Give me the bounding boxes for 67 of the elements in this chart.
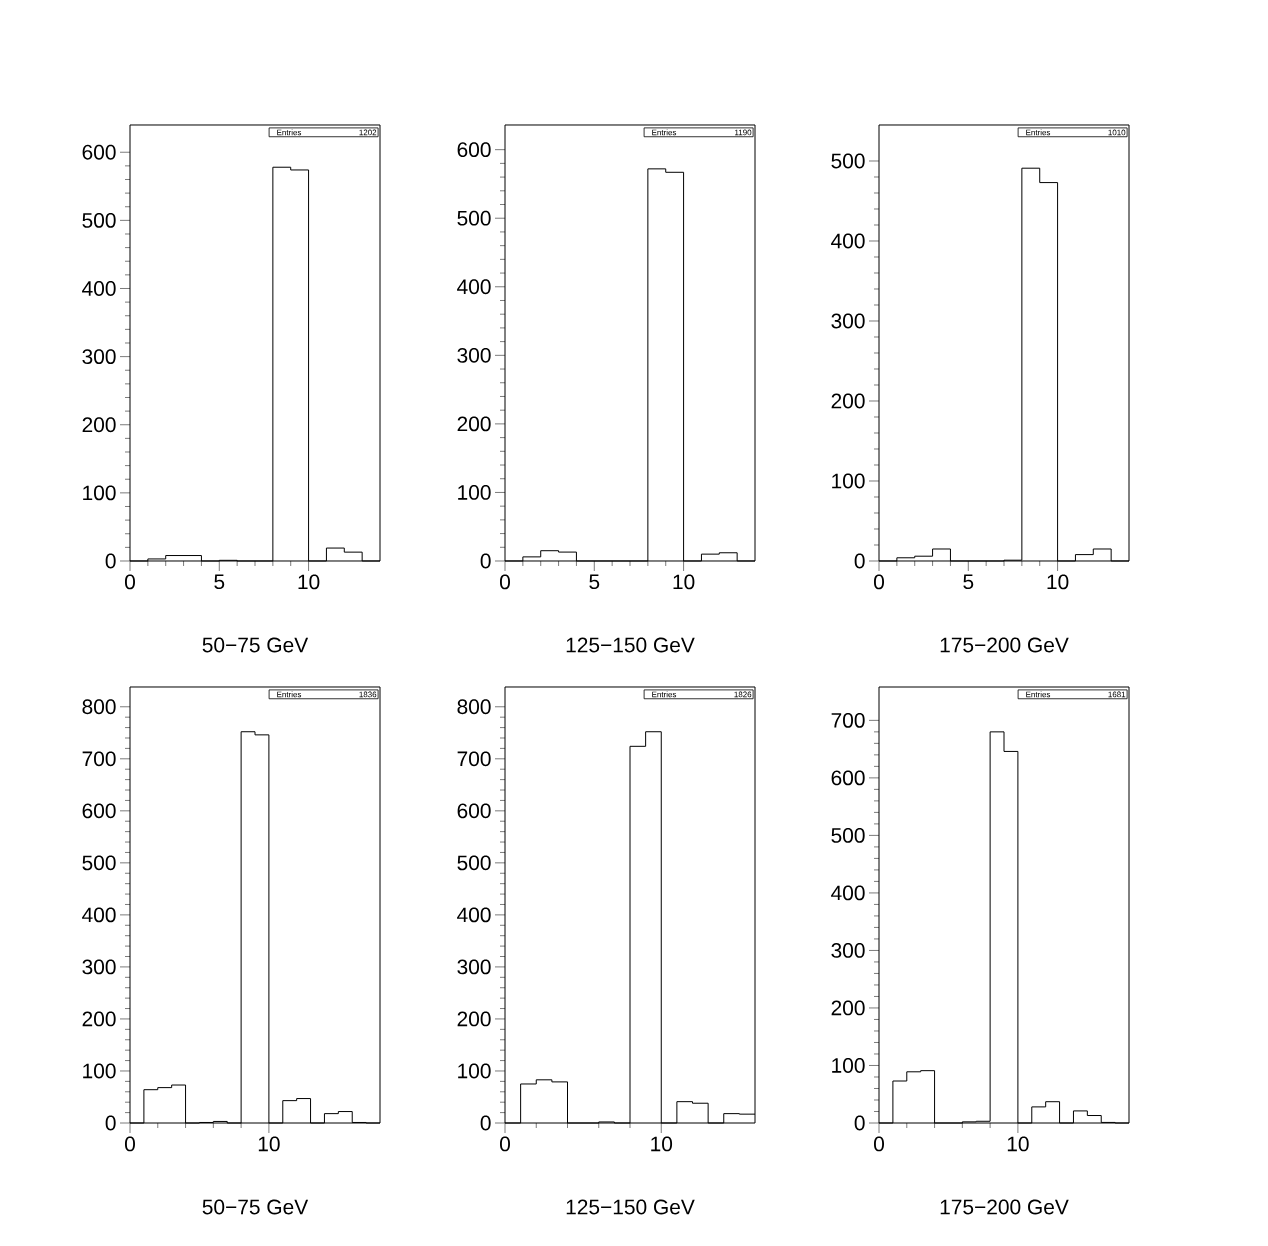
y-tick-label: 0	[480, 553, 491, 569]
y-tick-label: 100	[458, 1063, 491, 1079]
y-tick-label: 700	[82, 751, 116, 767]
y-tick-label: 100	[83, 1063, 116, 1079]
y-tick-label: 400	[82, 281, 116, 296]
y-tick-label: 0	[854, 1115, 865, 1131]
x-tick-label: 0	[125, 574, 135, 590]
y-tick-label: 500	[831, 153, 865, 169]
x-tick-label: 0	[874, 574, 885, 590]
x-tick-label: 10	[1047, 574, 1069, 590]
x-tick-label: 0	[874, 1136, 885, 1152]
y-tick-label: 300	[831, 313, 865, 329]
x-axis-title: 175−200 GeV	[940, 637, 1069, 653]
y-tick-label: 400	[831, 233, 865, 249]
y-tick-label: 300	[457, 347, 491, 363]
y-tick-label: 500	[457, 855, 491, 871]
y-tick-label: 400	[457, 907, 491, 923]
x-tick-label: 0	[125, 1136, 135, 1152]
y-tick-label: 400	[82, 907, 116, 923]
y-tick-label: 200	[82, 417, 116, 433]
x-tick-label: 5	[589, 574, 600, 590]
y-tick-label: 700	[457, 751, 491, 767]
x-axis-title: 50−75 GeV	[202, 637, 309, 653]
y-tick-label: 0	[105, 1115, 116, 1131]
x-tick-label: 10	[651, 1136, 673, 1152]
y-tick-label: 300	[831, 943, 865, 958]
y-tick-label: 400	[457, 279, 491, 295]
x-tick-label: 10	[298, 574, 320, 590]
x-axis-title: 125−150 GeV	[566, 637, 695, 653]
x-axis-title: 125−150 GeV	[566, 1199, 695, 1215]
y-tick-label: 600	[82, 144, 116, 160]
x-tick-label: 0	[500, 1136, 510, 1152]
y-tick-label: 500	[82, 855, 116, 871]
x-tick-label: 0	[500, 574, 510, 590]
y-tick-label: 300	[82, 349, 116, 365]
y-tick-label: 200	[457, 1011, 491, 1027]
y-tick-label: 500	[82, 212, 116, 228]
x-tick-label: 5	[214, 574, 225, 590]
y-tick-label: 100	[832, 473, 865, 489]
x-axis-title: 50−75 GeV	[202, 1199, 309, 1215]
y-tick-label: 600	[457, 803, 491, 819]
y-tick-label: 100	[832, 1058, 865, 1073]
x-tick-label: 5	[963, 574, 974, 590]
y-tick-label: 500	[831, 827, 865, 843]
y-tick-label: 100	[458, 485, 491, 500]
y-tick-label: 600	[82, 803, 116, 819]
y-tick-label: 200	[457, 416, 491, 432]
y-tick-label: 0	[854, 553, 865, 569]
y-tick-label: 300	[82, 959, 116, 975]
y-tick-label: 200	[831, 393, 865, 409]
y-tick-label: 300	[457, 959, 491, 975]
y-tick-label: 500	[457, 210, 491, 226]
x-tick-label: 10	[258, 1136, 280, 1152]
y-tick-label: 0	[105, 553, 116, 569]
y-tick-label: 200	[82, 1011, 116, 1027]
y-tick-label: 0	[480, 1115, 491, 1131]
y-tick-label: 400	[831, 885, 865, 901]
y-tick-label: 200	[831, 1000, 865, 1016]
y-tick-label: 800	[82, 699, 116, 715]
x-tick-label: 10	[673, 574, 695, 590]
y-tick-label: 600	[457, 142, 491, 158]
y-tick-label: 700	[831, 712, 865, 728]
x-axis-title: 175−200 GeV	[940, 1199, 1069, 1215]
y-tick-label: 600	[831, 770, 865, 786]
x-tick-label: 10	[1007, 1136, 1029, 1152]
y-tick-label: 800	[457, 699, 491, 715]
y-tick-label: 100	[83, 485, 116, 501]
